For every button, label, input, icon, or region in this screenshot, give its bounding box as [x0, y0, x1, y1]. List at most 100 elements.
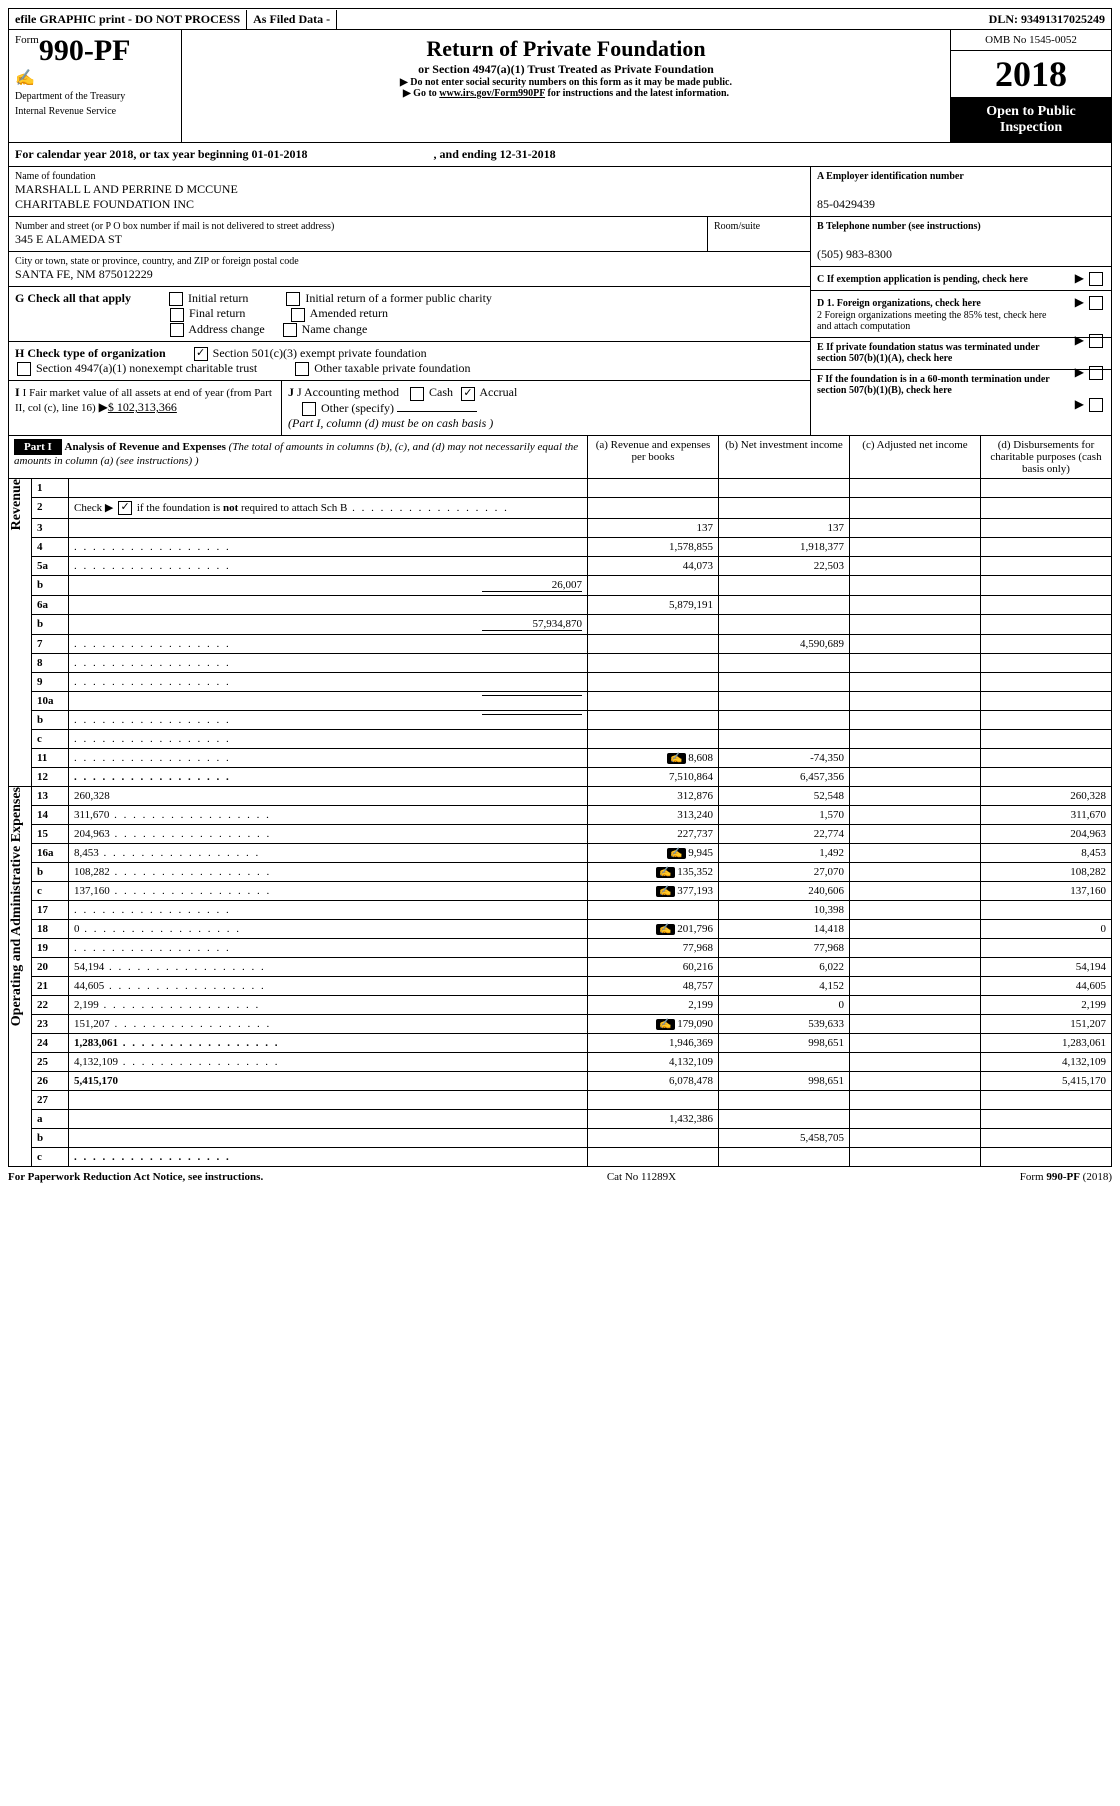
- table-row: 1710,398: [9, 901, 1112, 920]
- value-cell: 240,606: [719, 882, 850, 901]
- value-cell: 44,605: [981, 977, 1112, 996]
- top-bar: efile GRAPHIC print - DO NOT PROCESS As …: [8, 8, 1112, 30]
- value-cell: [588, 635, 719, 654]
- line-number: 13: [32, 787, 69, 806]
- value-cell: [719, 654, 850, 673]
- value-cell: 4,152: [719, 977, 850, 996]
- value-cell: [981, 692, 1112, 711]
- value-cell: 5,415,170: [981, 1072, 1112, 1091]
- form-subtitle: or Section 4947(a)(1) Trust Treated as P…: [188, 62, 944, 77]
- value-cell: [588, 576, 719, 596]
- value-cell: 137,160: [981, 882, 1112, 901]
- line-description: 108,282: [69, 863, 588, 882]
- line-description: [69, 939, 588, 958]
- checkbox-cash[interactable]: [410, 387, 424, 401]
- value-cell: [850, 1053, 981, 1072]
- value-cell: 151,207: [981, 1015, 1112, 1034]
- checkbox-f[interactable]: [1089, 398, 1103, 412]
- value-cell: 1,578,855: [588, 538, 719, 557]
- value-cell: 998,651: [719, 1034, 850, 1053]
- city-label: City or town, state or province, country…: [15, 256, 804, 267]
- irs-label: Internal Revenue Service: [15, 106, 116, 117]
- line-description: [69, 1129, 588, 1148]
- table-row: 254,132,1094,132,1094,132,109: [9, 1053, 1112, 1072]
- attachment-icon[interactable]: ✍: [656, 867, 674, 878]
- footer-right: Form 990-PF (2018): [1020, 1171, 1112, 1183]
- value-cell: 1,918,377: [719, 538, 850, 557]
- value-cell: 54,194: [981, 958, 1112, 977]
- value-cell: [981, 1129, 1112, 1148]
- value-cell: 0: [719, 996, 850, 1015]
- table-row: 23151,207✍ 179,090539,633151,207: [9, 1015, 1112, 1034]
- checkbox-e[interactable]: [1089, 366, 1103, 380]
- value-cell: [850, 478, 981, 497]
- checkbox-final-return[interactable]: [170, 308, 184, 322]
- checkbox-c[interactable]: [1089, 272, 1103, 286]
- line-number: 21: [32, 977, 69, 996]
- attachment-icon[interactable]: ✍: [667, 753, 685, 764]
- line-description: 2,199: [69, 996, 588, 1015]
- address-label: Number and street (or P O box number if …: [15, 221, 701, 232]
- table-row: 15204,963227,73722,774204,963: [9, 825, 1112, 844]
- efile-label: efile GRAPHIC print - DO NOT PROCESS: [9, 10, 247, 29]
- value-cell: ✍ 9,945: [588, 844, 719, 863]
- value-cell: 539,633: [719, 1015, 850, 1034]
- value-cell: [588, 478, 719, 497]
- info-block: Name of foundation MARSHALL L AND PERRIN…: [8, 167, 1112, 436]
- value-cell: 313,240: [588, 806, 719, 825]
- value-cell: 260,328: [981, 787, 1112, 806]
- d2-label: 2 Foreign organizations meeting the 85% …: [817, 310, 1057, 332]
- attachment-icon[interactable]: ✍: [656, 886, 674, 897]
- checkbox-d2[interactable]: [1089, 334, 1103, 348]
- calendar-end: , and ending 12-31-2018: [434, 147, 556, 161]
- value-cell: [719, 1091, 850, 1110]
- checkbox-initial-former[interactable]: [286, 292, 300, 306]
- col-b-header: (b) Net investment income: [719, 436, 850, 479]
- line-description: Check ▶ ✓ if the foundation is not requi…: [69, 497, 588, 518]
- table-row: 3137137: [9, 519, 1112, 538]
- value-cell: 4,132,109: [588, 1053, 719, 1072]
- checkbox-other-taxable[interactable]: [295, 362, 309, 376]
- checkbox-amended[interactable]: [291, 308, 305, 322]
- attachment-icon[interactable]: ✍: [656, 924, 674, 935]
- value-cell: [850, 844, 981, 863]
- checkbox-sch-b[interactable]: ✓: [118, 501, 132, 515]
- line-description: [69, 478, 588, 497]
- value-cell: [850, 920, 981, 939]
- value-cell: [981, 939, 1112, 958]
- j-label: J: [288, 385, 294, 399]
- header-note1: Do not enter social security numbers on …: [188, 77, 944, 88]
- instructions-link[interactable]: www.irs.gov/Form990PF: [439, 88, 545, 99]
- line-number: 2: [32, 497, 69, 518]
- value-cell: 227,737: [588, 825, 719, 844]
- checkbox-d1[interactable]: [1089, 296, 1103, 310]
- g-opt-1: Initial return of a former public charit…: [305, 291, 492, 305]
- g-opt-0: Initial return: [188, 291, 248, 305]
- value-cell: 77,968: [719, 939, 850, 958]
- checkbox-initial-return[interactable]: [169, 292, 183, 306]
- value-cell: 4,590,689: [719, 635, 850, 654]
- table-row: b 26,007: [9, 576, 1112, 596]
- checkbox-other-method[interactable]: [302, 402, 316, 416]
- value-cell: [719, 692, 850, 711]
- attachment-icon[interactable]: ✍: [667, 848, 685, 859]
- value-cell: [981, 557, 1112, 576]
- j-cash: Cash: [429, 385, 453, 399]
- value-cell: 14,418: [719, 920, 850, 939]
- attachment-icon[interactable]: ✍: [656, 1019, 674, 1030]
- checkbox-accrual[interactable]: ✓: [461, 387, 475, 401]
- table-row: b108,282✍ 135,35227,070108,282: [9, 863, 1112, 882]
- value-cell: [588, 1148, 719, 1167]
- value-cell: [850, 692, 981, 711]
- table-row: 27: [9, 1091, 1112, 1110]
- value-cell: 1,283,061: [981, 1034, 1112, 1053]
- checkbox-4947[interactable]: [17, 362, 31, 376]
- checkbox-501c3[interactable]: ✓: [194, 347, 208, 361]
- table-row: 6a5,879,191: [9, 596, 1112, 615]
- line-description: [69, 654, 588, 673]
- checkbox-name-change[interactable]: [283, 323, 297, 337]
- value-cell: [850, 635, 981, 654]
- checkbox-address-change[interactable]: [170, 323, 184, 337]
- i-value: $ 102,313,366: [108, 400, 177, 414]
- line-number: 27: [32, 1091, 69, 1110]
